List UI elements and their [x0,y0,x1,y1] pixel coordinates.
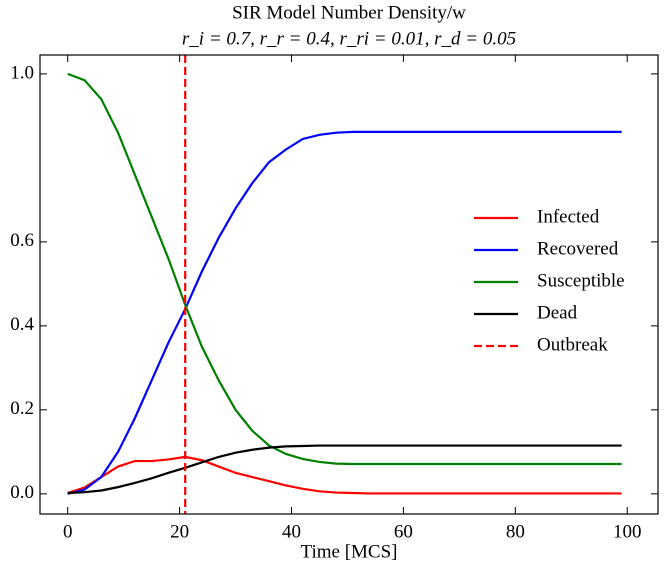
x-tick-label: 0 [63,521,73,542]
legend-label: Infected [537,206,600,227]
x-axis-label: Time [MCS] [301,541,398,562]
legend-label: Outbreak [537,334,608,355]
series-line [67,130,622,495]
series-line [67,455,622,495]
legend-label: Recovered [537,238,619,259]
y-tick-label: 1.0 [10,62,34,83]
y-tick-label: 0.6 [10,230,34,251]
x-tick-label: 80 [506,521,525,542]
y-tick-label: 0.4 [10,314,34,335]
series-line [67,444,622,495]
legend-label: Dead [537,302,578,323]
x-tick-label: 100 [613,521,642,542]
x-tick-label: 40 [282,521,301,542]
plot-frame [39,54,659,515]
series-line [67,72,622,466]
chart-subtitle: r_i = 0.7, r_r = 0.4, r_ri = 0.01, r_d =… [182,28,516,49]
x-tick-label: 20 [170,521,189,542]
chart-title: SIR Model Number Density/w [232,2,466,23]
legend-label: Susceptible [537,270,625,291]
y-tick-label: 0.2 [10,398,34,419]
x-tick-label: 60 [394,521,413,542]
y-tick-label: 0.0 [10,482,34,503]
